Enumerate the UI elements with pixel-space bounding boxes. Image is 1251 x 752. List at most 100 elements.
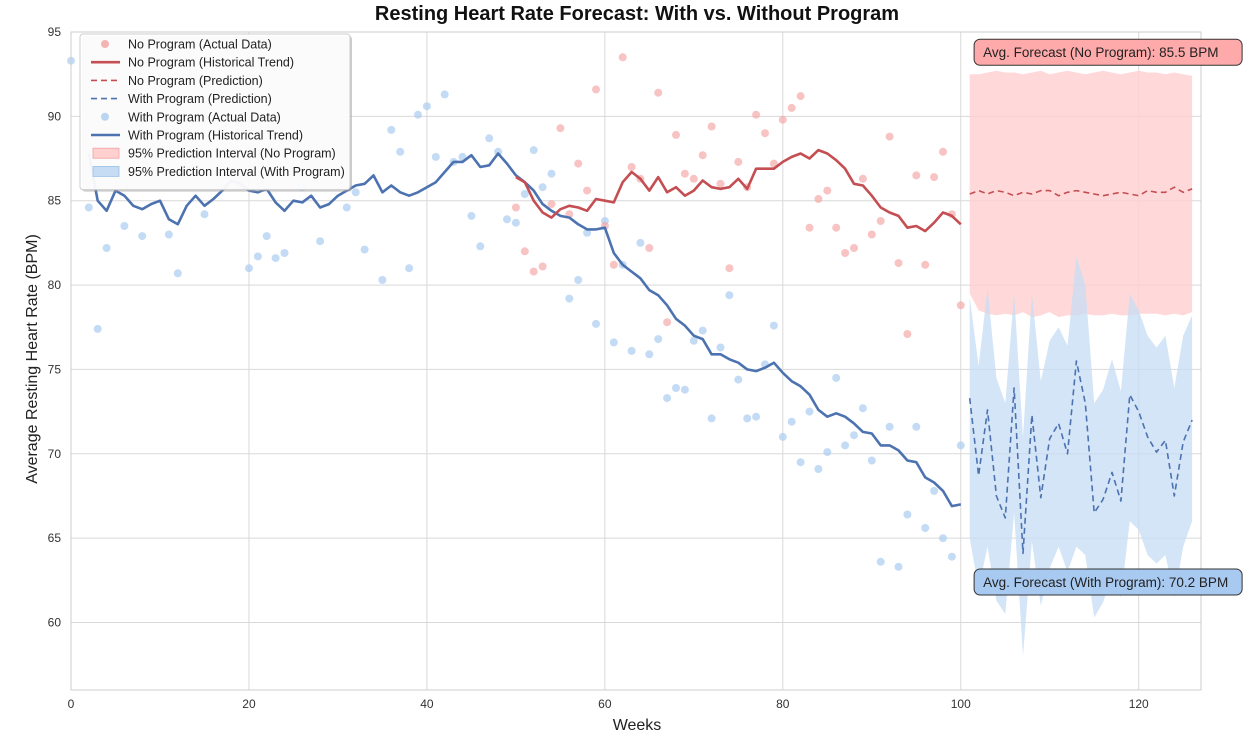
- with-actual-point: [707, 414, 716, 423]
- y-tick-label: 90: [48, 109, 62, 123]
- no-actual-point: [529, 267, 538, 276]
- with-actual-point: [574, 276, 583, 284]
- no-actual-point: [725, 264, 734, 273]
- no-actual-point: [645, 244, 654, 252]
- with-actual-point: [645, 350, 654, 359]
- y-axis-label: Average Resting Heart Rate (BPM): [24, 234, 41, 484]
- no-actual-point: [867, 230, 876, 239]
- with-actual-point: [947, 552, 956, 561]
- with-actual-point: [360, 245, 369, 254]
- with-actual-point: [609, 338, 618, 347]
- legend-label-with-hist: With Program (Historical Trend): [128, 129, 303, 143]
- with-actual-point: [138, 232, 147, 241]
- with-actual-point: [894, 562, 903, 571]
- with-actual-point: [841, 441, 850, 450]
- with-actual-point: [547, 169, 556, 178]
- no-actual-point: [520, 247, 529, 256]
- with-actual-point: [583, 228, 592, 237]
- no-actual-point: [511, 203, 520, 212]
- no-actual-point: [556, 124, 565, 133]
- with-actual-point: [351, 188, 360, 197]
- with-actual-point: [592, 319, 600, 328]
- no-actual-point: [680, 169, 689, 178]
- no-actual-point: [903, 330, 912, 338]
- no-actual-point: [698, 151, 707, 160]
- x-tick-label: 0: [68, 697, 75, 711]
- no-actual-point: [850, 244, 858, 252]
- with-actual-point: [636, 238, 645, 247]
- with-actual-point: [120, 222, 129, 230]
- with-actual-point: [743, 414, 752, 423]
- no-actual-point: [921, 260, 930, 269]
- legend-label-with-band: 95% Prediction Interval (With Program): [128, 165, 345, 179]
- with-actual-point: [387, 125, 396, 134]
- with-actual-point: [511, 218, 520, 227]
- no-actual-point: [654, 88, 663, 97]
- with-actual-point: [796, 458, 805, 467]
- no-actual-point: [841, 249, 850, 257]
- x-tick-label: 60: [598, 697, 612, 711]
- with-actual-point: [200, 210, 209, 219]
- no-actual-point: [894, 259, 903, 268]
- legend-frame: [79, 33, 351, 191]
- legend-marker-with-band: [92, 165, 120, 177]
- with-actual-point: [494, 147, 503, 156]
- no-actual-point: [858, 174, 867, 183]
- with-actual-point: [431, 152, 440, 161]
- y-tick-label: 85: [48, 194, 62, 208]
- with-actual-point: [102, 244, 111, 252]
- annotation-text-with-program: Avg. Forecast (With Program): 70.2 BPM: [983, 575, 1228, 590]
- no-actual-point: [885, 132, 894, 141]
- no-actual-point: [761, 129, 769, 138]
- with-actual-point: [440, 90, 449, 99]
- with-actual-point: [689, 336, 698, 345]
- no-actual-point: [778, 115, 787, 124]
- with-actual-point: [921, 524, 930, 532]
- with-actual-point: [823, 448, 832, 457]
- with-actual-point: [769, 321, 778, 330]
- chart-title: Resting Heart Rate Forecast: With vs. Wi…: [375, 3, 899, 25]
- legend-label-no-hist: No Program (Historical Trend): [128, 56, 294, 70]
- with-actual-point: [316, 237, 325, 246]
- x-axis-label: Weeks: [613, 717, 662, 734]
- with-actual-point: [680, 385, 689, 394]
- no-actual-point: [912, 171, 921, 180]
- no-band-area: [969, 70, 1193, 318]
- no-actual-point: [618, 53, 627, 62]
- with-actual-point: [422, 102, 431, 111]
- x-tick-label: 100: [951, 697, 971, 711]
- no-actual-point: [939, 147, 947, 156]
- with-actual-point: [858, 404, 867, 413]
- with-actual-point: [832, 373, 841, 382]
- with-actual-point: [903, 510, 912, 519]
- y-tick-label: 95: [48, 25, 62, 39]
- with-actual-point: [253, 252, 262, 261]
- with-actual-point: [787, 417, 796, 426]
- with-actual-point: [414, 110, 422, 119]
- with-band-area: [969, 256, 1193, 657]
- with-actual-point: [280, 249, 289, 257]
- no-actual-point: [787, 103, 796, 112]
- legend-label-no-pred: No Program (Prediction): [128, 74, 263, 88]
- with-actual-point: [476, 242, 485, 251]
- y-tick-label: 60: [48, 616, 62, 630]
- no-actual-point: [689, 174, 698, 183]
- with-actual-point: [867, 456, 876, 465]
- legend-label-with-pred: With Program (Prediction): [128, 92, 272, 106]
- with-actual-point: [529, 146, 538, 155]
- with-actual-point: [164, 230, 173, 239]
- no-hist-line: [515, 148, 962, 233]
- legend-label-with-actual: With Program (Actual Data): [128, 110, 281, 124]
- with-actual-point: [876, 557, 885, 566]
- with-actual-point: [725, 291, 734, 300]
- with-actual-point: [271, 254, 280, 263]
- with-actual-point: [672, 384, 680, 392]
- no-actual-point: [734, 157, 743, 166]
- with-actual-point: [503, 215, 511, 224]
- with-actual-point: [939, 534, 947, 543]
- no-actual-point: [716, 179, 725, 188]
- no-actual-point: [752, 110, 761, 119]
- prediction-bands: [969, 70, 1193, 657]
- with-actual-point: [485, 134, 494, 143]
